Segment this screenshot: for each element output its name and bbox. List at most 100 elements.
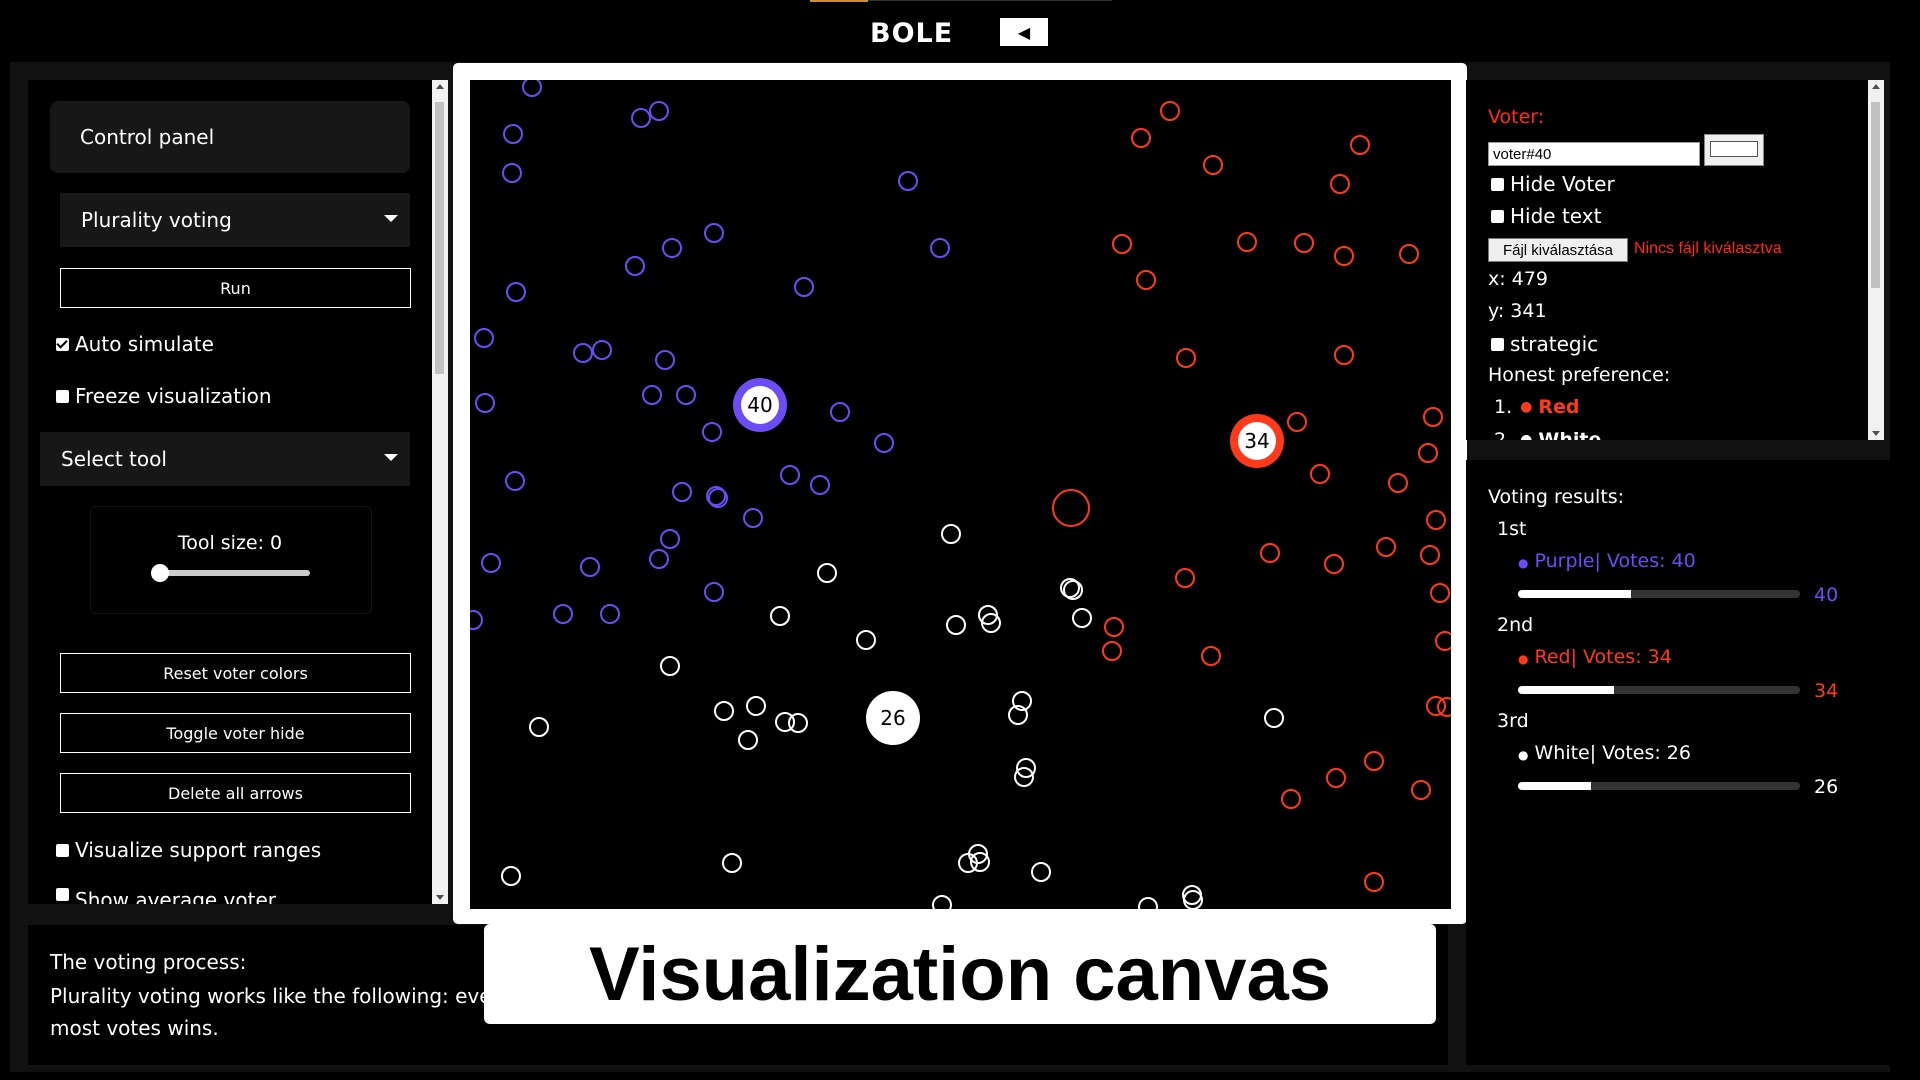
voter-purple[interactable] (708, 488, 728, 508)
voter-plot[interactable]: 40 34 26 (470, 80, 1451, 909)
run-button[interactable]: Run (60, 268, 411, 308)
voter-name-input[interactable] (1488, 142, 1700, 166)
voter-red[interactable] (1330, 174, 1350, 194)
voter-white[interactable] (817, 563, 837, 583)
voter-red[interactable] (1420, 545, 1440, 565)
voter-purple[interactable] (631, 108, 651, 128)
hide-voter-checkbox[interactable]: Hide Voter (1491, 172, 1615, 196)
app-logo[interactable]: BOLE (870, 18, 954, 49)
checkbox-icon[interactable] (1491, 177, 1504, 191)
voter-purple[interactable] (672, 482, 692, 502)
voter-white[interactable] (660, 656, 680, 676)
voter-white[interactable] (775, 712, 795, 732)
voter-red[interactable] (1287, 412, 1307, 432)
voter-red[interactable] (1203, 155, 1223, 175)
voter-red[interactable] (1281, 789, 1301, 809)
scroll-up-arrow-icon[interactable] (1872, 84, 1880, 89)
voter-white[interactable] (770, 606, 790, 626)
voter-purple[interactable] (794, 277, 814, 297)
voter-purple[interactable] (505, 471, 525, 491)
voter-purple[interactable] (649, 549, 669, 569)
scroll-down-arrow-icon[interactable] (436, 895, 444, 900)
checkbox-icon[interactable] (56, 389, 69, 403)
voter-red[interactable] (1175, 568, 1195, 588)
visualize-support-ranges-checkbox[interactable]: Visualize support ranges (56, 838, 321, 862)
voter-white[interactable] (1264, 708, 1284, 728)
voter-purple[interactable] (706, 486, 726, 506)
tool-size-slider-track[interactable] (152, 570, 310, 576)
voter-white[interactable] (529, 717, 549, 737)
voter-red[interactable] (1324, 554, 1344, 574)
checkbox-icon[interactable] (56, 888, 69, 901)
voter-white[interactable] (1031, 862, 1051, 882)
voter-purple[interactable] (503, 124, 523, 144)
voter-red[interactable] (1334, 246, 1354, 266)
voter-purple[interactable] (580, 557, 600, 577)
voter-red[interactable] (1102, 641, 1122, 661)
voter-purple[interactable] (600, 604, 620, 624)
voter-purple[interactable] (660, 529, 680, 549)
voter-purple[interactable] (649, 101, 669, 121)
voter-purple[interactable] (676, 385, 696, 405)
voter-red[interactable] (1131, 128, 1151, 148)
voter-red[interactable] (1136, 270, 1156, 290)
tool-select[interactable]: Select tool (40, 432, 410, 486)
voter-purple[interactable] (898, 171, 918, 191)
voter-white[interactable] (1008, 705, 1028, 725)
voter-white[interactable] (722, 853, 742, 873)
voter-red[interactable] (1294, 233, 1314, 253)
candidate-purple[interactable] (741, 386, 779, 424)
visualization-canvas[interactable]: 40 34 26 (470, 80, 1451, 909)
choose-file-button[interactable]: Fájl kiválasztása (1488, 238, 1628, 262)
voter-white[interactable] (856, 630, 876, 650)
strategic-checkbox[interactable]: strategic (1491, 332, 1598, 356)
voter-purple[interactable] (662, 238, 682, 258)
voter-red[interactable] (1364, 872, 1384, 892)
toggle-voter-hide-button[interactable]: Toggle voter hide (60, 713, 411, 753)
voter-red[interactable] (1423, 407, 1443, 427)
reset-voter-colors-button[interactable]: Reset voter colors (60, 653, 411, 693)
voter-purple[interactable] (592, 340, 612, 360)
voter-purple[interactable] (506, 282, 526, 302)
voter-white[interactable] (714, 701, 734, 721)
voter-white[interactable] (1060, 578, 1080, 598)
voter-white[interactable] (1072, 608, 1092, 628)
voter-purple[interactable] (642, 385, 662, 405)
voter-red[interactable] (1435, 631, 1451, 651)
voter-purple[interactable] (553, 604, 573, 624)
voter-purple[interactable] (830, 402, 850, 422)
voter-purple[interactable] (475, 393, 495, 413)
voter-white[interactable] (1063, 580, 1083, 600)
voter-purple[interactable] (522, 80, 542, 97)
freeze-visualization-checkbox[interactable]: Freeze visualization (56, 384, 272, 408)
voter-purple[interactable] (930, 238, 950, 258)
voter-red[interactable] (1260, 543, 1280, 563)
checkbox-icon[interactable] (1491, 209, 1504, 223)
voter-purple[interactable] (704, 582, 724, 602)
voter-purple[interactable] (780, 465, 800, 485)
scrollbar-thumb[interactable] (435, 102, 444, 374)
voter-red[interactable] (1237, 232, 1257, 252)
candidate-red[interactable] (1238, 422, 1276, 460)
checkbox-icon[interactable] (1491, 337, 1504, 351)
voter-red[interactable] (1388, 473, 1408, 493)
checkbox-checked-icon[interactable] (56, 337, 69, 351)
voter-red[interactable] (1104, 617, 1124, 637)
voter-red[interactable] (1160, 101, 1180, 121)
voter-red[interactable] (1399, 244, 1419, 264)
voter-white[interactable] (788, 713, 808, 733)
voter-red[interactable] (1411, 780, 1431, 800)
voter-purple[interactable] (743, 508, 763, 528)
voter-purple[interactable] (481, 553, 501, 573)
voter-red[interactable] (1364, 751, 1384, 771)
voter-white[interactable] (970, 852, 990, 872)
scroll-down-arrow-icon[interactable] (1872, 431, 1880, 436)
checkbox-icon[interactable] (56, 843, 69, 857)
voter-red[interactable] (1418, 443, 1438, 463)
voter-purple[interactable] (573, 343, 593, 363)
collapse-button[interactable]: ◀ (1000, 18, 1048, 46)
voter-white[interactable] (1138, 897, 1158, 909)
voter-purple[interactable] (704, 223, 724, 243)
candidate-white[interactable] (874, 699, 912, 737)
voter-color-swatch[interactable] (1710, 141, 1758, 157)
